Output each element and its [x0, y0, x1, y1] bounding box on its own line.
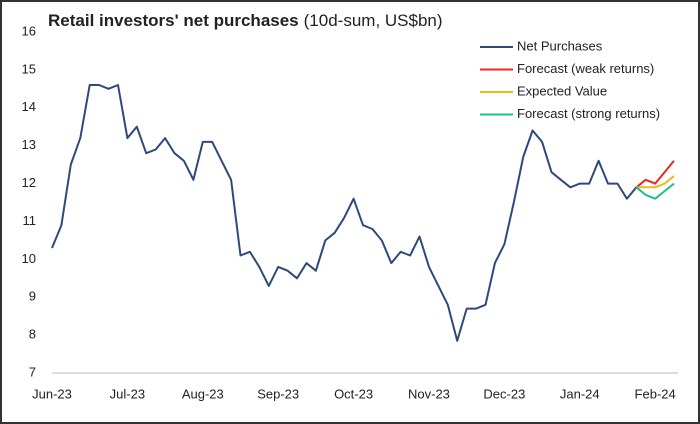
series-line [636, 175, 675, 189]
y-tick-label: 9 [29, 289, 36, 304]
legend-label: Forecast (weak returns) [517, 61, 654, 76]
series-line [635, 182, 675, 200]
y-tick-label: 8 [29, 327, 36, 342]
chart-title: Retail investors' net purchases [48, 11, 299, 30]
x-tick-label: Jun-23 [32, 386, 72, 401]
y-tick-label: 16 [22, 23, 36, 38]
y-tick-label: 7 [29, 364, 36, 379]
y-tick-label: 11 [23, 213, 37, 228]
y-tick-label: 15 [22, 61, 36, 76]
x-tick-label: Sep-23 [257, 386, 299, 401]
x-tick-label: Nov-23 [408, 386, 450, 401]
y-tick-label: 12 [22, 175, 36, 190]
x-tick-label: Feb-24 [635, 386, 676, 401]
y-tick-label: 13 [22, 137, 36, 152]
x-tick-label: Oct-23 [334, 386, 373, 401]
series-line [51, 84, 638, 342]
legend-label: Expected Value [517, 83, 607, 98]
x-tick-label: Jul-23 [110, 386, 145, 401]
x-tick-label: Aug-23 [182, 386, 224, 401]
chart-subtitle: (10d-sum, US$bn) [304, 11, 443, 30]
x-tick-label: Dec-23 [483, 386, 525, 401]
legend-label: Net Purchases [517, 38, 603, 53]
x-tick-label: Jan-24 [560, 386, 600, 401]
y-tick-label: 10 [22, 251, 36, 266]
legend-label: Forecast (strong returns) [517, 106, 660, 121]
y-tick-label: 14 [22, 99, 36, 114]
series-line [635, 160, 675, 189]
chart-title-wrap: Retail investors' net purchases (10d-sum,… [48, 11, 443, 30]
